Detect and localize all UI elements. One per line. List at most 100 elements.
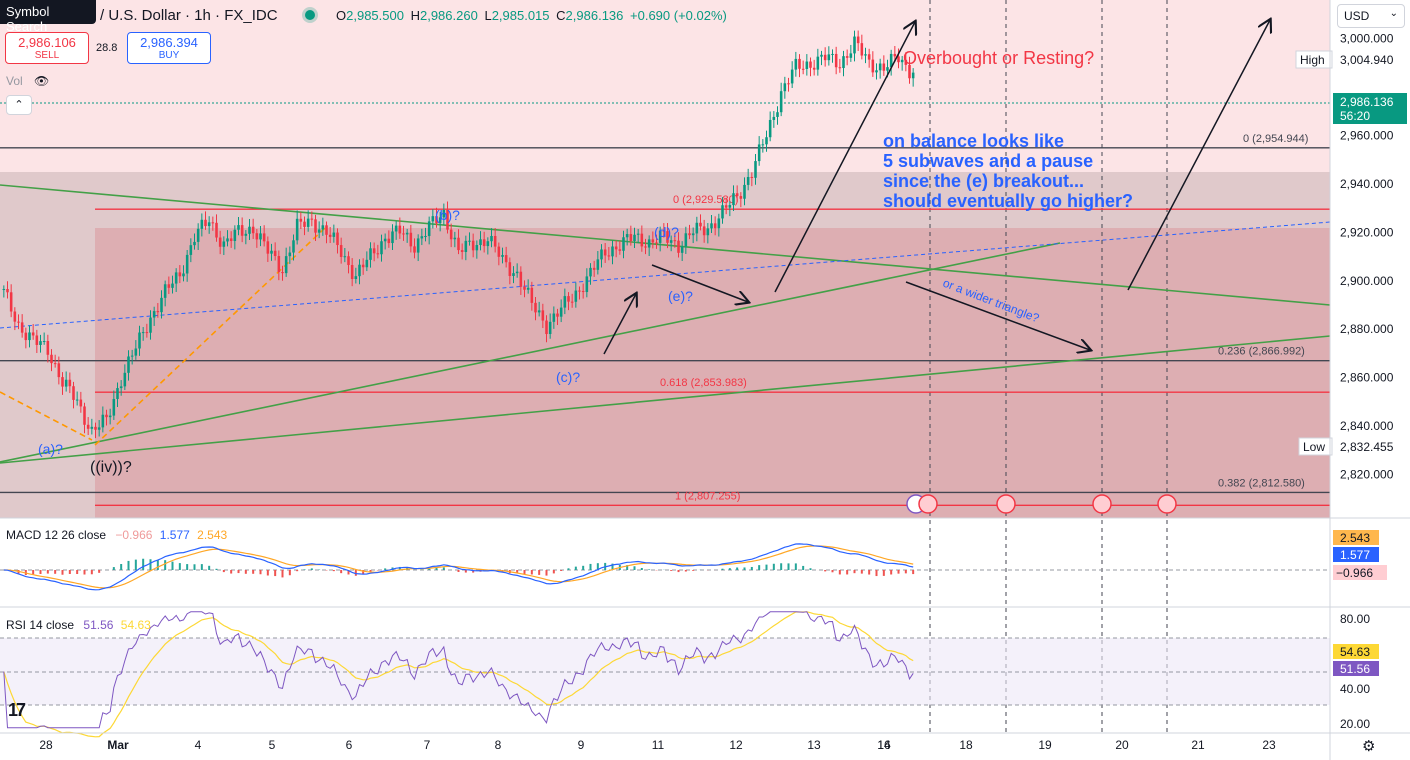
eye-hidden-icon[interactable]: 👁︎: [34, 74, 50, 88]
candle-body: [831, 53, 834, 55]
macd-histogram-bar: [684, 570, 687, 572]
macd-histogram-bar: [824, 570, 827, 572]
macd-histogram-bar: [560, 570, 563, 571]
candle-body: [284, 256, 288, 274]
candle-body: [339, 245, 343, 257]
candle-body: [801, 68, 805, 70]
candle-body: [886, 67, 889, 71]
time-tick-label: 4: [195, 738, 202, 752]
trendlines: [0, 184, 1331, 464]
macd-histogram-bar: [61, 570, 64, 575]
candle-body: [9, 292, 13, 312]
time-tick-label: 9: [578, 738, 585, 752]
macd-histogram-bar: [721, 568, 724, 570]
candle-body: [196, 228, 200, 242]
candle-body: [864, 54, 867, 56]
candle-body: [570, 301, 574, 303]
macd-histogram-bar: [860, 570, 863, 574]
currency-select[interactable]: USD ⌄: [1337, 4, 1405, 28]
price-axis[interactable]: 2,820.000 2,840.000 2,860.000 2,880.000 2,90…: [1340, 32, 1394, 482]
symbol-title[interactable]: / U.S. Dollar · 1h · FX_IDC: [100, 7, 278, 24]
candle-body: [545, 320, 548, 335]
macd-histogram-bar: [252, 570, 255, 574]
buy-button[interactable]: 2,986.394 BUY: [127, 32, 211, 64]
candle-body: [189, 245, 193, 255]
macd-histogram-bar: [215, 568, 218, 570]
candle-body: [211, 222, 215, 224]
candle-body: [427, 221, 431, 237]
arrow-breakout-up: [774, 22, 915, 293]
rsi-legend: RSI 14 close 51.56 54.63: [6, 618, 151, 632]
macd-histogram-bar: [472, 570, 475, 573]
candle-body: [482, 239, 486, 247]
macd-histogram-bar: [640, 568, 643, 570]
macd-histogram-bar: [39, 570, 42, 574]
candle-body: [589, 267, 592, 277]
candle-body: [677, 240, 680, 253]
macd-signal-line: [3, 545, 914, 589]
candle-body: [251, 226, 255, 234]
candle-body: [596, 259, 600, 270]
macd-histogram-bar: [347, 570, 350, 575]
tradingview-logo: 17: [8, 700, 26, 720]
macd-histogram-bar: [743, 567, 746, 570]
candle-body: [537, 310, 541, 313]
candle-body: [732, 193, 735, 206]
candle-body: [867, 54, 871, 60]
macd-histogram-bar: [259, 570, 262, 575]
candle-body: [112, 398, 116, 416]
candle-body: [270, 250, 273, 254]
macd-histogram-bar: [853, 570, 856, 574]
candle-body: [897, 56, 900, 63]
candle-body: [842, 56, 845, 69]
svg-text:54.63: 54.63: [1340, 645, 1370, 659]
candle-body: [860, 43, 864, 56]
candle-body: [145, 332, 149, 334]
candle-body: [431, 216, 435, 222]
macd-histogram-bar: [230, 570, 233, 574]
macd-axis-tags: 2.543 1.577 −0.966: [1333, 530, 1387, 580]
candle-body: [776, 112, 779, 117]
sell-button[interactable]: 2,986.106 SELL: [5, 32, 89, 64]
macd-histogram-bar: [186, 564, 189, 570]
macd-histogram-bar: [516, 570, 519, 574]
candle-body: [688, 233, 691, 236]
gear-icon[interactable]: ⚙: [1362, 738, 1376, 755]
macd-histogram-bar: [552, 570, 555, 574]
candle-body: [761, 144, 765, 146]
candle-body: [739, 196, 743, 199]
macd-histogram-bar: [648, 569, 651, 570]
candle-body: [237, 225, 240, 230]
price-candles: [2, 30, 915, 439]
macd-legend: MACD 12 26 close −0.966 1.577 2.543: [6, 528, 228, 542]
candle-body: [383, 238, 387, 242]
time-tick-label: 7: [424, 738, 431, 752]
svg-text:2,832.455: 2,832.455: [1340, 440, 1394, 454]
fib-label: 0 (2,929.580): [673, 194, 738, 206]
macd-histogram-bar: [134, 559, 137, 570]
candle-body: [567, 296, 570, 302]
candle-body: [893, 53, 897, 57]
candle-body: [413, 246, 416, 253]
candle-body: [295, 218, 299, 241]
macd-histogram-bar: [200, 564, 203, 570]
symbol-search-button[interactable]: Symbol Search: [0, 0, 96, 34]
candle-body: [750, 176, 754, 178]
candle-body: [526, 287, 530, 290]
macd-histogram-bar: [310, 568, 313, 570]
candle-body: [53, 363, 57, 365]
collapse-legend-button[interactable]: ⌃: [6, 95, 32, 115]
event-flags[interactable]: [906, 494, 1177, 514]
macd-histogram-bar: [32, 570, 35, 575]
candle-body: [669, 240, 673, 243]
wave-label-b: (b)?: [435, 207, 460, 223]
macd-plot: [3, 543, 915, 591]
price-tick-label: 2,960.000: [1340, 129, 1394, 143]
fib-label: 1 (2,807.255): [675, 490, 740, 502]
macd-histogram-bar: [882, 570, 885, 576]
candle-body: [160, 297, 163, 313]
candle-body: [772, 116, 776, 120]
candle-body: [684, 233, 688, 247]
